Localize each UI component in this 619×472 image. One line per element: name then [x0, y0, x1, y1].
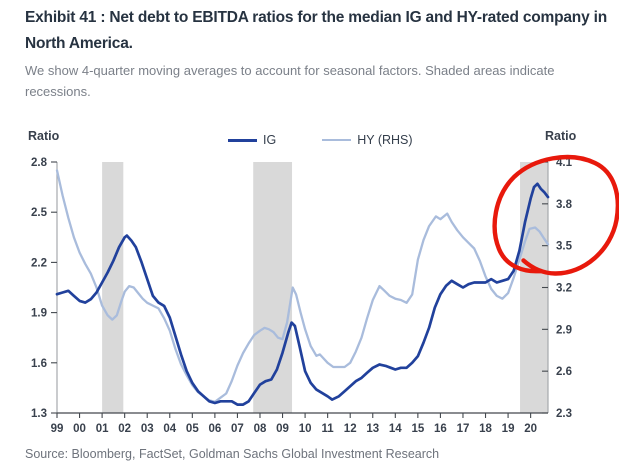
recession-band: [102, 162, 124, 413]
x-axis-tick-label: 10: [299, 423, 312, 435]
x-axis-tick-label: 20: [524, 423, 537, 435]
exhibit-title: Exhibit 41 : Net debt to EBITDA ratios f…: [25, 9, 607, 52]
right-axis-tick-label: 2.3: [556, 408, 572, 420]
exhibit-subtitle: We show 4-quarter moving averages to acc…: [25, 63, 555, 99]
left-axis-tick-label: 2.2: [31, 257, 47, 269]
right-axis-tick-label: 2.9: [556, 324, 572, 336]
x-axis-tick-label: 06: [208, 423, 221, 435]
x-axis-tick-label: 17: [457, 423, 470, 435]
right-axis-tick-label: 3.8: [556, 199, 573, 211]
right-axis-title: Ratio: [545, 129, 577, 143]
right-axis-tick-label: 3.5: [556, 241, 573, 253]
hy-line-swatch: [322, 138, 352, 142]
legend-label-ig: IG: [263, 133, 277, 147]
x-axis-tick-label: 08: [254, 423, 267, 435]
left-axis-tick-label: 1.3: [31, 408, 47, 420]
x-axis-tick-label: 12: [344, 423, 357, 435]
x-axis-tick-label: 00: [73, 423, 86, 435]
series-line-hy: [55, 169, 550, 403]
x-axis-tick-label: 99: [51, 423, 64, 435]
x-axis-tick-label: 03: [141, 423, 154, 435]
x-axis-tick-label: 02: [118, 423, 131, 435]
hand-drawn-circle-annotation: [492, 154, 619, 276]
x-axis-tick-label: 09: [276, 423, 289, 435]
right-axis-tick-label: 2.6: [556, 366, 572, 378]
legend-label-hy: HY (RHS): [357, 133, 413, 147]
x-axis-tick-label: 11: [322, 423, 335, 435]
x-axis-tick-label: 18: [479, 423, 492, 435]
chart-legend: IG HY (RHS): [228, 132, 413, 148]
series-line-ig: [55, 182, 550, 406]
x-axis-tick-label: 04: [163, 423, 176, 435]
left-axis-tick-label: 2.8: [31, 157, 48, 169]
left-axis-tick-label: 2.5: [31, 207, 48, 219]
x-axis-tick-label: 13: [366, 423, 379, 435]
left-axis-tick-label: 1.6: [31, 358, 47, 370]
legend-item-ig: IG: [228, 133, 276, 147]
right-axis-tick-label: 4.1: [556, 157, 573, 169]
x-axis-tick-label: 19: [502, 423, 515, 435]
x-axis-tick-label: 01: [96, 423, 109, 435]
x-axis-tick-label: 07: [231, 423, 244, 435]
x-axis-tick-label: 05: [186, 423, 199, 435]
x-axis-tick-label: 16: [434, 423, 447, 435]
left-axis-title: Ratio: [28, 129, 60, 143]
x-axis-tick-label: 14: [389, 423, 402, 435]
source-note: Source: Bloomberg, FactSet, Goldman Sach…: [25, 447, 440, 461]
left-axis-tick-label: 1.9: [31, 308, 47, 320]
ig-line-swatch: [228, 138, 257, 142]
x-axis-tick-label: 15: [411, 423, 424, 435]
recession-band: [253, 162, 293, 413]
legend-item-hy: HY (RHS): [322, 133, 413, 147]
right-axis-tick-label: 3.2: [556, 283, 572, 295]
